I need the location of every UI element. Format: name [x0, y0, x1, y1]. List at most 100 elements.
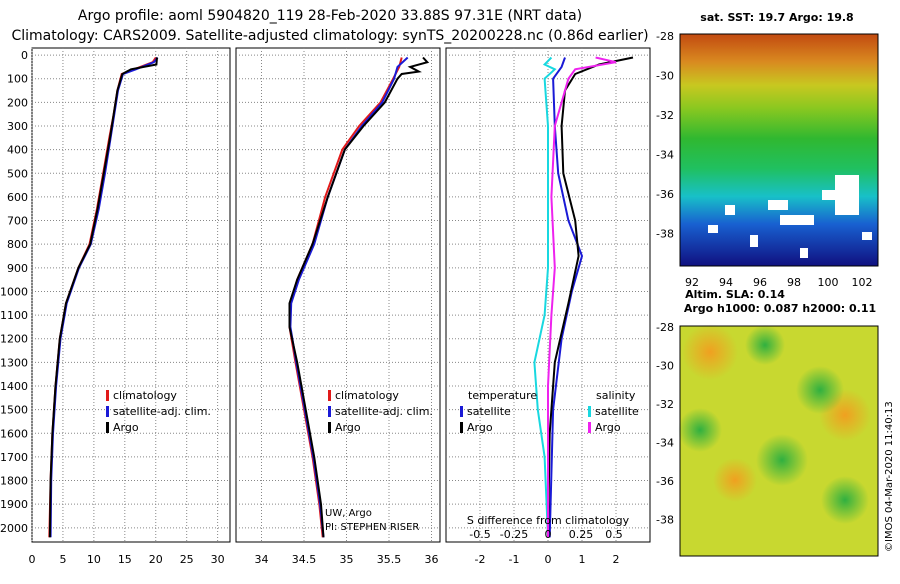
y-tick-label: 600	[7, 191, 28, 204]
series-line	[288, 56, 430, 538]
sla-y-ticks: -28 -30 -32 -34 -36 -38	[656, 321, 674, 527]
x-tick-label-top: 0.5	[605, 528, 623, 541]
legend-marker-climatology	[106, 390, 109, 401]
legend-marker-argo	[106, 422, 109, 433]
sst-map-frame	[679, 33, 879, 267]
y-tick-label: 1200	[0, 333, 28, 346]
sla-y-tick-label: -30	[656, 360, 674, 373]
y-tick-label: 700	[7, 215, 28, 228]
legend-marker-temp-argo	[460, 422, 463, 433]
sla-y-tick-label: -28	[656, 321, 674, 334]
legend-marker-sal-argo	[588, 422, 591, 433]
sst-y-ticks: -28 -30 -32 -34 -36 -38	[656, 30, 674, 241]
sla-blob	[796, 366, 844, 414]
y-tick-label: 1100	[0, 309, 28, 322]
sal-legend: climatology satellite-adj. clim. Argo UW…	[325, 389, 433, 533]
series-line	[289, 56, 409, 538]
x-tick-label-top: 0	[545, 528, 552, 541]
x-tick-label: 1	[579, 553, 586, 566]
legend-marker-argo	[328, 422, 331, 433]
y-tick-label: 1400	[0, 380, 28, 393]
legend-label-temp-argo: Argo	[467, 421, 493, 434]
x-tick-label: 0	[29, 553, 36, 566]
series-line	[48, 56, 157, 538]
x-tick-label: 25	[180, 553, 194, 566]
x-tick-label: -1	[509, 553, 520, 566]
temp-panel-frame	[31, 47, 231, 543]
diff-legend: temperature salinity satellite Argo sate…	[460, 389, 639, 434]
series-line	[288, 57, 403, 538]
sla-blob	[821, 476, 869, 524]
legend-marker-satellite-adj	[328, 406, 331, 417]
diff-legend-salinity-title: salinity	[596, 389, 636, 402]
sst-x-tick-label: 96	[753, 276, 767, 289]
x-tick-label: -2	[475, 553, 486, 566]
sla-y-tick-label: -34	[656, 437, 674, 450]
sla-title-line1: Altim. SLA: 0.14	[685, 288, 785, 301]
sla-blob	[756, 434, 808, 486]
sla-map-frame	[679, 325, 879, 557]
x-tick-label: 35.5	[377, 553, 402, 566]
x-tick-label: 35	[340, 553, 354, 566]
sst-y-tick-label: -34	[656, 149, 674, 162]
y-tick-label: 1000	[0, 285, 28, 298]
difference-plot: -2 -1 0 1 2 S difference from climatology-0.5…	[446, 48, 650, 566]
series-line	[548, 57, 584, 538]
x-tick-label-top: -0.5	[469, 528, 490, 541]
sla-y-tick-label: -32	[656, 398, 674, 411]
legend-label-satellite-adj: satellite-adj. clim.	[335, 405, 433, 418]
y-tick-label: 500	[7, 167, 28, 180]
legend-label-temp-satellite: satellite	[467, 405, 511, 418]
diff-xlabel: S difference from climatology	[467, 514, 630, 527]
x-tick-label: 36	[425, 553, 439, 566]
sst-y-tick-label: -28	[656, 30, 674, 43]
diff-legend-temperature-title: temperature	[468, 389, 537, 402]
y-tick-label: 1500	[0, 404, 28, 417]
y-tick-label: 800	[7, 238, 28, 251]
header-line2: Climatology: CARS2009. Satellite-adjuste…	[11, 28, 648, 44]
y-tick-label: 1600	[0, 427, 28, 440]
x-tick-label: 34.5	[292, 553, 317, 566]
legend-marker-climatology	[328, 390, 331, 401]
x-tick-label-top: -0.25	[500, 528, 528, 541]
x-tick-label: 30	[211, 553, 225, 566]
x-tick-label: 10	[87, 553, 101, 566]
sla-blob	[682, 324, 738, 380]
credit-line1: UW, Argo	[325, 508, 372, 519]
x-tick-label: 0	[545, 553, 552, 566]
y-tick-label: 1300	[0, 356, 28, 369]
sla-y-tick-label: -36	[656, 475, 674, 488]
sst-x-ticks: 92 94 96 98 100 102	[685, 276, 873, 289]
legend-label-argo: Argo	[335, 421, 361, 434]
legend-label-sal-argo: Argo	[595, 421, 621, 434]
temp-legend: climatology satellite-adj. clim. Argo	[106, 389, 211, 434]
legend-label-sal-satellite: satellite	[595, 405, 639, 418]
legend-label-climatology: climatology	[335, 389, 399, 402]
legend-marker-satellite-adj	[106, 406, 109, 417]
sst-x-tick-label: 98	[787, 276, 801, 289]
sst-map: sat. SST: 19.7 Argo: 19.8 92 94 96 98 100 102…	[656, 11, 879, 289]
y-tick-label: 900	[7, 262, 28, 275]
x-tick-label: 20	[149, 553, 163, 566]
sst-map-mask	[708, 175, 872, 258]
legend-marker-sal-satellite	[588, 406, 591, 417]
legend-marker-temp-satellite	[460, 406, 463, 417]
y-tick-label: 300	[7, 120, 28, 133]
x-tick-label: 34	[255, 553, 269, 566]
y-tick-label: 2000	[0, 522, 28, 535]
sst-y-tick-label: -32	[656, 109, 674, 122]
legend-label-satellite-adj: satellite-adj. clim.	[113, 405, 211, 418]
watermark: ©IMOS 04-Mar-2020 11:40:13	[884, 401, 895, 552]
sst-x-tick-label: 92	[685, 276, 699, 289]
legend-label-climatology: climatology	[113, 389, 177, 402]
sst-y-tick-label: -36	[656, 188, 674, 201]
y-tick-label: 400	[7, 144, 28, 157]
series-line	[547, 56, 617, 538]
y-tick-label: 100	[7, 73, 28, 86]
sst-x-tick-label: 94	[719, 276, 733, 289]
x-tick-label: 5	[59, 553, 66, 566]
y-tick-label: 0	[21, 49, 28, 62]
sla-blob	[745, 325, 785, 365]
sla-blob	[678, 408, 722, 452]
